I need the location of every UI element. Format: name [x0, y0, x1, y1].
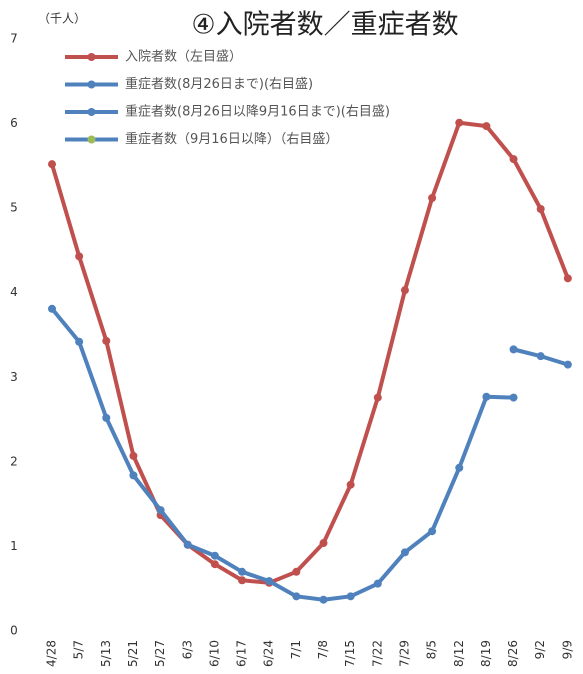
x-tick-label: 7/22 — [370, 640, 384, 667]
y-tick-label: 1 — [10, 539, 18, 553]
series-line — [50, 307, 514, 602]
data-point — [346, 592, 355, 601]
data-point — [102, 413, 111, 422]
data-point — [509, 393, 518, 402]
data-point — [238, 576, 247, 585]
data-point — [400, 548, 409, 557]
data-point — [536, 204, 545, 213]
y-tick-label: 2 — [10, 454, 18, 468]
data-point — [509, 155, 518, 164]
legend-marker — [87, 80, 96, 89]
data-point — [292, 592, 301, 601]
legend-label: 入院者数（左目盛） — [125, 50, 242, 65]
chart-title: ④入院者数／重症者数 — [191, 10, 458, 41]
legend-marker — [87, 53, 96, 61]
legend-marker — [87, 135, 96, 144]
data-point — [48, 160, 56, 169]
y-tick-label: 0 — [10, 624, 18, 638]
data-point — [346, 480, 355, 489]
x-tick-label: 7/29 — [397, 640, 411, 667]
x-tick-label: 6/10 — [207, 640, 221, 667]
x-tick-label: 8/12 — [452, 640, 466, 667]
data-point — [238, 567, 247, 576]
data-point — [536, 352, 545, 361]
x-tick-label: 9/9 — [560, 640, 574, 659]
data-point — [102, 336, 111, 345]
series-line — [50, 120, 570, 585]
data-point — [400, 286, 409, 295]
x-tick-label: 8/26 — [506, 640, 520, 667]
data-point — [319, 595, 328, 604]
x-tick-label: 7/8 — [316, 640, 330, 659]
y-tick-label: 3 — [10, 370, 18, 384]
x-tick-label: 5/21 — [126, 640, 140, 667]
data-point — [48, 304, 56, 313]
x-tick-label: 5/27 — [153, 640, 167, 667]
data-point — [210, 551, 219, 560]
legend-label: 重症者数（9月16日以降）（右目盛） — [125, 131, 338, 147]
legend-label: 重症者数(8月26日以降9月16日まで)(右目盛) — [125, 104, 390, 120]
x-tick-label: 7/1 — [289, 640, 303, 659]
data-point — [183, 540, 192, 549]
data-point — [563, 360, 572, 369]
data-point — [210, 560, 219, 569]
data-point — [428, 527, 437, 536]
data-point — [455, 463, 464, 472]
data-point — [428, 193, 437, 202]
data-point — [373, 393, 382, 402]
data-point — [75, 337, 84, 346]
x-tick-label: 6/17 — [235, 640, 249, 667]
y-tick-label: 5 — [10, 201, 18, 215]
x-tick-label: 9/2 — [533, 640, 547, 659]
y-tick-label: 6 — [10, 116, 18, 130]
data-point — [509, 345, 518, 354]
data-point — [563, 274, 572, 283]
data-point — [482, 392, 491, 401]
data-point — [75, 252, 84, 261]
data-point — [156, 506, 165, 515]
y-tick-label: 4 — [10, 285, 18, 299]
data-point — [373, 579, 382, 588]
data-point — [129, 451, 138, 460]
data-point — [292, 567, 301, 576]
x-tick-label: 8/5 — [425, 640, 439, 659]
x-tick-label: 8/19 — [479, 640, 493, 667]
x-tick-label: 6/24 — [262, 640, 276, 667]
y-axis-label: （千人） — [38, 12, 86, 26]
x-tick-label: 6/3 — [180, 640, 194, 659]
y-tick-label: 7 — [10, 32, 18, 46]
data-point — [482, 122, 491, 131]
legend-label: 重症者数(8月26日まで)(右目盛) — [125, 76, 313, 92]
x-tick-label: 5/7 — [72, 640, 86, 659]
data-point — [265, 577, 274, 586]
x-tick-label: 5/13 — [99, 640, 113, 667]
data-point — [319, 539, 328, 548]
plot-area — [48, 118, 572, 604]
data-point — [455, 118, 464, 127]
legend-marker — [87, 108, 96, 116]
data-point — [129, 471, 138, 480]
x-tick-label: 4/28 — [45, 640, 59, 667]
x-tick-label: 7/15 — [343, 640, 357, 667]
